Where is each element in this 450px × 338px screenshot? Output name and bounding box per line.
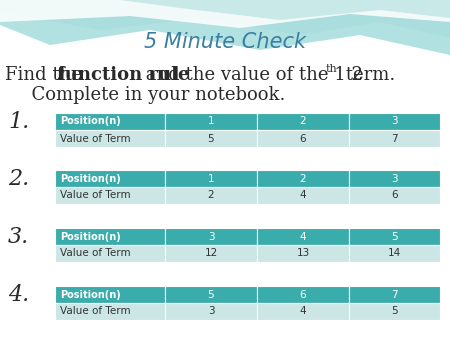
Bar (257, 170, 349, 187)
Text: Value of Term: Value of Term (60, 191, 130, 200)
Text: Position(n): Position(n) (60, 117, 121, 126)
Bar (165, 113, 257, 130)
Bar (55, 170, 165, 187)
Polygon shape (0, 0, 450, 55)
Bar (349, 130, 440, 147)
Text: Find the: Find the (5, 66, 88, 84)
Bar (349, 170, 440, 187)
Bar (257, 113, 349, 130)
Text: and the value of the 1 2: and the value of the 1 2 (140, 66, 363, 84)
Text: 1: 1 (208, 117, 214, 126)
Text: 5: 5 (208, 134, 214, 144)
Bar (55, 303, 165, 320)
Text: 4: 4 (300, 307, 306, 316)
Bar (55, 113, 165, 130)
Text: th: th (326, 64, 338, 74)
Text: 2: 2 (208, 191, 214, 200)
Text: Value of Term: Value of Term (60, 134, 130, 144)
Text: Complete in your notebook.: Complete in your notebook. (20, 86, 285, 104)
Text: 4: 4 (300, 191, 306, 200)
Text: 3: 3 (208, 232, 214, 241)
Text: term.: term. (340, 66, 395, 84)
Bar (55, 245, 165, 262)
Text: 1: 1 (208, 173, 214, 184)
Bar (257, 130, 349, 147)
Polygon shape (0, 0, 450, 38)
Bar (349, 228, 440, 245)
Text: Position(n): Position(n) (60, 232, 121, 241)
Bar (257, 228, 349, 245)
Text: 5: 5 (391, 232, 398, 241)
Text: 3.: 3. (8, 226, 29, 248)
Text: 3: 3 (391, 173, 398, 184)
Bar (257, 245, 349, 262)
Text: 5 Minute Check: 5 Minute Check (144, 32, 306, 52)
Bar (349, 303, 440, 320)
Bar (165, 245, 257, 262)
Bar (349, 286, 440, 303)
Bar (257, 286, 349, 303)
Text: Position(n): Position(n) (60, 290, 121, 299)
Text: Value of Term: Value of Term (60, 307, 130, 316)
Text: Position(n): Position(n) (60, 173, 121, 184)
Text: 7: 7 (391, 290, 398, 299)
Bar (55, 228, 165, 245)
Text: 7: 7 (391, 134, 398, 144)
Text: 13: 13 (297, 248, 310, 259)
Text: 2: 2 (300, 173, 306, 184)
Bar (349, 187, 440, 204)
Text: function rule: function rule (57, 66, 189, 84)
Bar (55, 286, 165, 303)
Bar (165, 130, 257, 147)
Bar (349, 245, 440, 262)
Text: 3: 3 (391, 117, 398, 126)
Bar (55, 187, 165, 204)
Bar (349, 113, 440, 130)
Text: 5: 5 (391, 307, 398, 316)
Text: 6: 6 (391, 191, 398, 200)
Bar (165, 286, 257, 303)
Text: Value of Term: Value of Term (60, 248, 130, 259)
Text: 5: 5 (208, 290, 214, 299)
Text: 3: 3 (208, 307, 214, 316)
Text: 12: 12 (204, 248, 218, 259)
Text: 6: 6 (300, 134, 306, 144)
Text: 4: 4 (300, 232, 306, 241)
Text: 2.: 2. (8, 168, 29, 190)
Polygon shape (120, 0, 450, 20)
Text: 14: 14 (388, 248, 401, 259)
Bar (257, 187, 349, 204)
Bar (55, 130, 165, 147)
Bar (165, 228, 257, 245)
Text: 1.: 1. (8, 111, 29, 133)
Bar (165, 187, 257, 204)
Bar (165, 170, 257, 187)
Text: 2: 2 (300, 117, 306, 126)
Bar (257, 303, 349, 320)
Text: 4.: 4. (8, 284, 29, 306)
Text: 6: 6 (300, 290, 306, 299)
Bar (165, 303, 257, 320)
Polygon shape (0, 0, 450, 28)
